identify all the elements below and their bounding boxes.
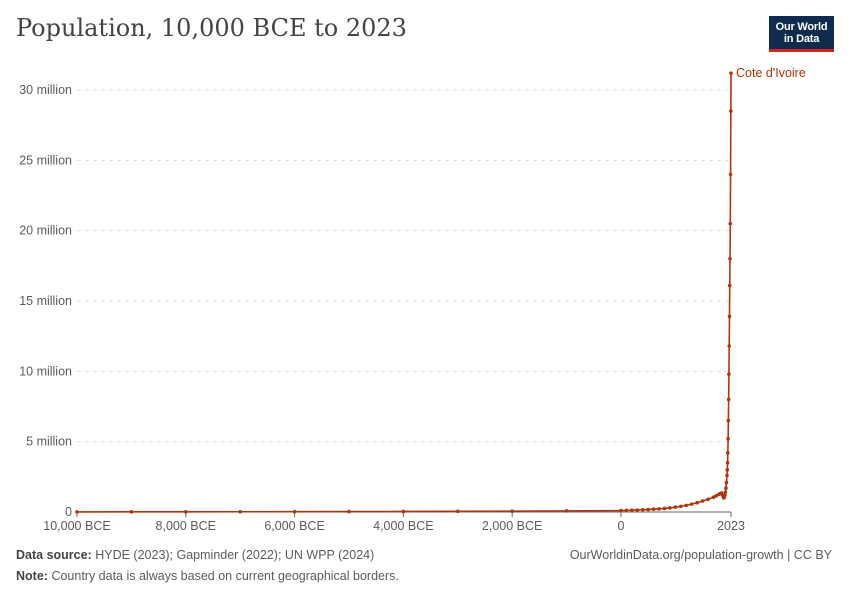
data-point[interactable] [129,510,134,514]
logo-line-2: in Data [783,33,820,45]
data-point[interactable] [725,468,730,472]
data-point[interactable] [292,509,297,514]
data-point[interactable] [238,509,242,514]
data-point[interactable] [726,451,730,455]
y-tick-label: 5 million [26,435,72,449]
data-point[interactable] [700,499,705,503]
data-point[interactable] [347,509,351,514]
data-point[interactable] [510,509,514,513]
data-point[interactable] [564,509,569,513]
data-point[interactable] [727,344,732,348]
data-point[interactable] [678,504,683,509]
data-point[interactable] [728,257,732,261]
data-point[interactable] [728,172,733,177]
data-point[interactable] [183,510,188,514]
source-line: Data source: HYDE (2023); Gapminder (202… [16,548,374,562]
data-point[interactable] [646,507,650,512]
series-label: Cote d'Ivoire [736,66,806,80]
data-point[interactable] [714,494,718,498]
data-point[interactable] [725,473,729,478]
note-label: Note: [16,569,48,583]
y-tick-label: 15 million [19,294,72,308]
data-point[interactable] [724,480,729,485]
series-labels: Cote d'Ivoire [736,66,806,80]
data-point[interactable] [728,221,733,226]
data-point[interactable] [635,508,640,512]
source-text: HYDE (2023); Gapminder (2022); UN WPP (2… [95,548,375,562]
data-point[interactable] [630,508,634,512]
x-tick-label: 4,000 BCE [373,519,433,533]
series-layer [75,71,733,514]
data-point[interactable] [723,493,727,497]
data-point[interactable] [657,507,661,511]
note-line: Note: Country data is always based on cu… [16,569,399,583]
y-tick-label: 20 million [19,224,72,238]
data-point[interactable] [455,509,460,514]
data-point[interactable] [640,507,645,512]
x-tick-label: 0 [617,519,624,533]
line-chart: 0 5 million 10 million 15 million 20 million… [19,66,806,533]
chart-title: Population, 10,000 BCE to 2023 [16,14,407,42]
data-point[interactable] [711,495,716,500]
data-point[interactable] [673,505,678,510]
data-point[interactable] [724,486,728,490]
data-point[interactable] [668,506,672,510]
series-line [76,73,732,513]
data-point[interactable] [726,397,731,402]
note-text: Country data is always based on current … [51,569,399,583]
x-tick-label: 2023 [717,519,745,533]
logo-line-1: Our World [775,21,828,33]
data-point[interactable] [729,71,733,75]
data-point[interactable] [75,510,79,514]
data-point[interactable] [729,109,733,113]
data-point[interactable] [706,497,710,502]
data-point[interactable] [727,314,732,319]
y-axis-ticks: 0 5 million 10 million 15 million 20 million… [19,83,72,519]
gridlines [77,89,731,443]
y-tick-label: 25 million [19,153,72,167]
data-point[interactable] [684,503,689,508]
source-label: Data source: [16,548,92,562]
data-point[interactable] [662,506,667,511]
data-point[interactable] [727,372,731,376]
x-tick-label: 6,000 BCE [264,519,324,533]
data-point[interactable] [723,490,728,495]
x-tick-label: 2,000 BCE [482,519,542,533]
x-tick-label: 10,000 BCE [43,519,110,533]
data-point[interactable] [401,509,406,514]
data-point[interactable] [651,507,656,512]
source-url[interactable]: OurWorldinData.org/population-growth | C… [569,548,832,562]
y-tick-label: 10 million [19,364,72,378]
owid-logo[interactable]: Our World in Data [769,16,834,52]
data-point[interactable] [725,460,730,465]
data-point[interactable] [726,437,730,441]
data-point[interactable] [624,508,629,513]
data-point[interactable] [726,418,731,423]
data-point[interactable] [727,283,732,288]
x-tick-label: 8,000 BCE [156,519,216,533]
data-point[interactable] [619,508,623,513]
x-axis: 10,000 BCE 8,000 BCE 6,000 BCE 4,000 BCE 2,0… [43,511,745,533]
y-tick-label: 30 million [19,83,72,97]
y-tick-label: 0 [65,505,72,519]
data-point[interactable] [689,502,694,506]
data-point[interactable] [695,500,699,505]
